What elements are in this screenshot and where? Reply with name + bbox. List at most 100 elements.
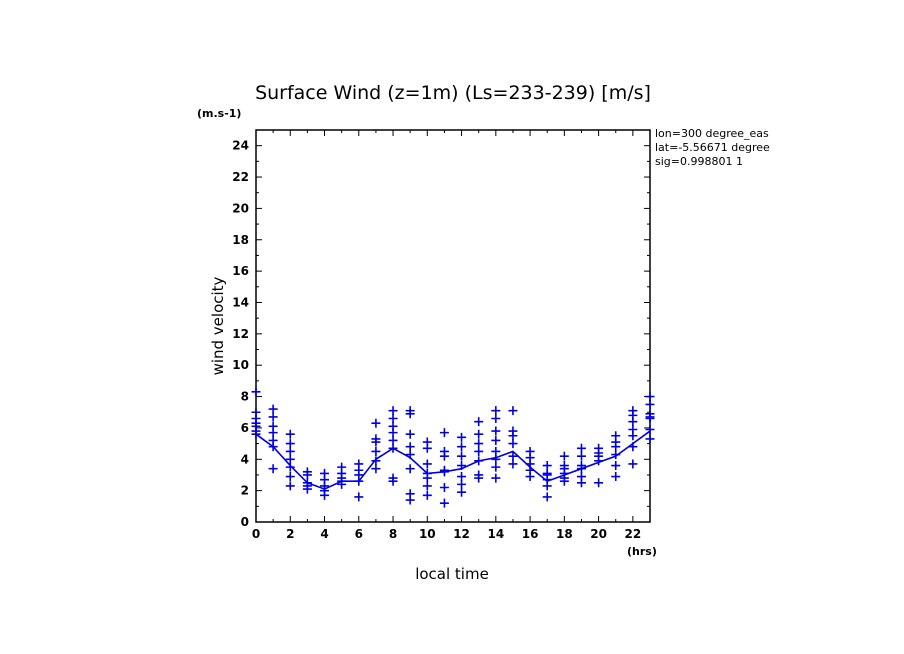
- data-point: [611, 461, 621, 471]
- data-point: [388, 428, 398, 438]
- x-axis-label: local time: [415, 565, 489, 583]
- data-point: [594, 478, 604, 488]
- data-point: [542, 492, 552, 502]
- data-point: [491, 446, 501, 456]
- data-point: [525, 472, 535, 482]
- data-point: [439, 428, 449, 438]
- data-point: [645, 392, 655, 402]
- data-point: [439, 498, 449, 508]
- x-tick-label: 16: [522, 527, 539, 541]
- data-point: [268, 428, 278, 438]
- data-point: [628, 431, 638, 441]
- data-point: [285, 446, 295, 456]
- data-point: [354, 476, 364, 486]
- data-point: [405, 495, 415, 505]
- data-point: [388, 443, 398, 453]
- data-point: [439, 467, 449, 477]
- data-point: [371, 456, 381, 466]
- data-point: [628, 442, 638, 452]
- y-tick-label: 24: [232, 139, 249, 153]
- data-point: [611, 442, 621, 452]
- y-tick-label: 0: [241, 515, 249, 529]
- data-point: [371, 446, 381, 456]
- data-point: [302, 484, 312, 494]
- data-point: [405, 429, 415, 439]
- x-tick-label: 10: [419, 527, 436, 541]
- data-point: [559, 451, 569, 461]
- data-point: [628, 417, 638, 427]
- data-point: [611, 472, 621, 482]
- data-point: [285, 472, 295, 482]
- y-tick-label: 10: [232, 358, 249, 372]
- data-point: [508, 451, 518, 461]
- data-point: [354, 492, 364, 502]
- data-point: [542, 481, 552, 491]
- data-point: [474, 429, 484, 439]
- data-point: [320, 490, 330, 500]
- data-point: [457, 432, 467, 442]
- data-point: [422, 490, 432, 500]
- data-point: [371, 418, 381, 428]
- data-point: [542, 461, 552, 471]
- annotation-lon: lon=300 degree_eas: [655, 127, 769, 140]
- data-point: [645, 414, 655, 424]
- data-point: [457, 451, 467, 461]
- data-point: [491, 414, 501, 424]
- data-point: [285, 481, 295, 491]
- chart-title: Surface Wind (z=1m) (Ls=233-239) [m/s]: [255, 82, 651, 104]
- x-tick-label: 14: [487, 527, 504, 541]
- data-point: [457, 479, 467, 489]
- x-tick-label: 20: [590, 527, 607, 541]
- y-tick-label: 16: [232, 264, 249, 278]
- y-tick-label: 6: [241, 421, 249, 435]
- data-point: [576, 443, 586, 453]
- data-point: [268, 404, 278, 414]
- x-tick-label: 18: [556, 527, 573, 541]
- series-line: [255, 430, 651, 490]
- data-point: [251, 429, 261, 439]
- data-point: [268, 442, 278, 452]
- data-point: [457, 442, 467, 452]
- data-point: [508, 431, 518, 441]
- y-tick-label: 4: [241, 452, 249, 466]
- data-point: [508, 439, 518, 449]
- y-unit-label: (m.s-1): [197, 107, 241, 120]
- data-point: [645, 434, 655, 444]
- data-point: [388, 414, 398, 424]
- y-tick-label: 12: [232, 327, 249, 341]
- data-point: [422, 481, 432, 491]
- data-point: [285, 439, 295, 449]
- data-point: [388, 435, 398, 445]
- x-tick-label: 8: [389, 527, 397, 541]
- data-point: [508, 459, 518, 469]
- data-point: [474, 456, 484, 466]
- x-tick-label: 4: [320, 527, 328, 541]
- data-point: [474, 439, 484, 449]
- data-point: [388, 406, 398, 416]
- data-point: [491, 435, 501, 445]
- data-point: [491, 462, 501, 472]
- data-point: [268, 464, 278, 474]
- data-marks: [251, 387, 655, 508]
- y-tick-label: 22: [232, 170, 249, 184]
- annotation-sig: sig=0.998801 1: [655, 155, 743, 168]
- y-tick-label: 2: [241, 484, 249, 498]
- data-point: [457, 461, 467, 471]
- data-point: [439, 483, 449, 493]
- data-point: [576, 478, 586, 488]
- data-point: [457, 487, 467, 497]
- data-point: [457, 472, 467, 482]
- data-point: [371, 437, 381, 447]
- x-unit-label: (hrs): [627, 545, 657, 558]
- x-tick-label: 2: [286, 527, 294, 541]
- data-point: [576, 464, 586, 474]
- x-tick-label: 22: [625, 527, 642, 541]
- data-point: [388, 476, 398, 486]
- data-point: [474, 446, 484, 456]
- y-tick-label: 14: [232, 295, 249, 309]
- data-point: [491, 406, 501, 416]
- data-point: [439, 451, 449, 461]
- data-point: [302, 470, 312, 480]
- y-tick-label: 20: [232, 201, 249, 215]
- data-point: [422, 473, 432, 483]
